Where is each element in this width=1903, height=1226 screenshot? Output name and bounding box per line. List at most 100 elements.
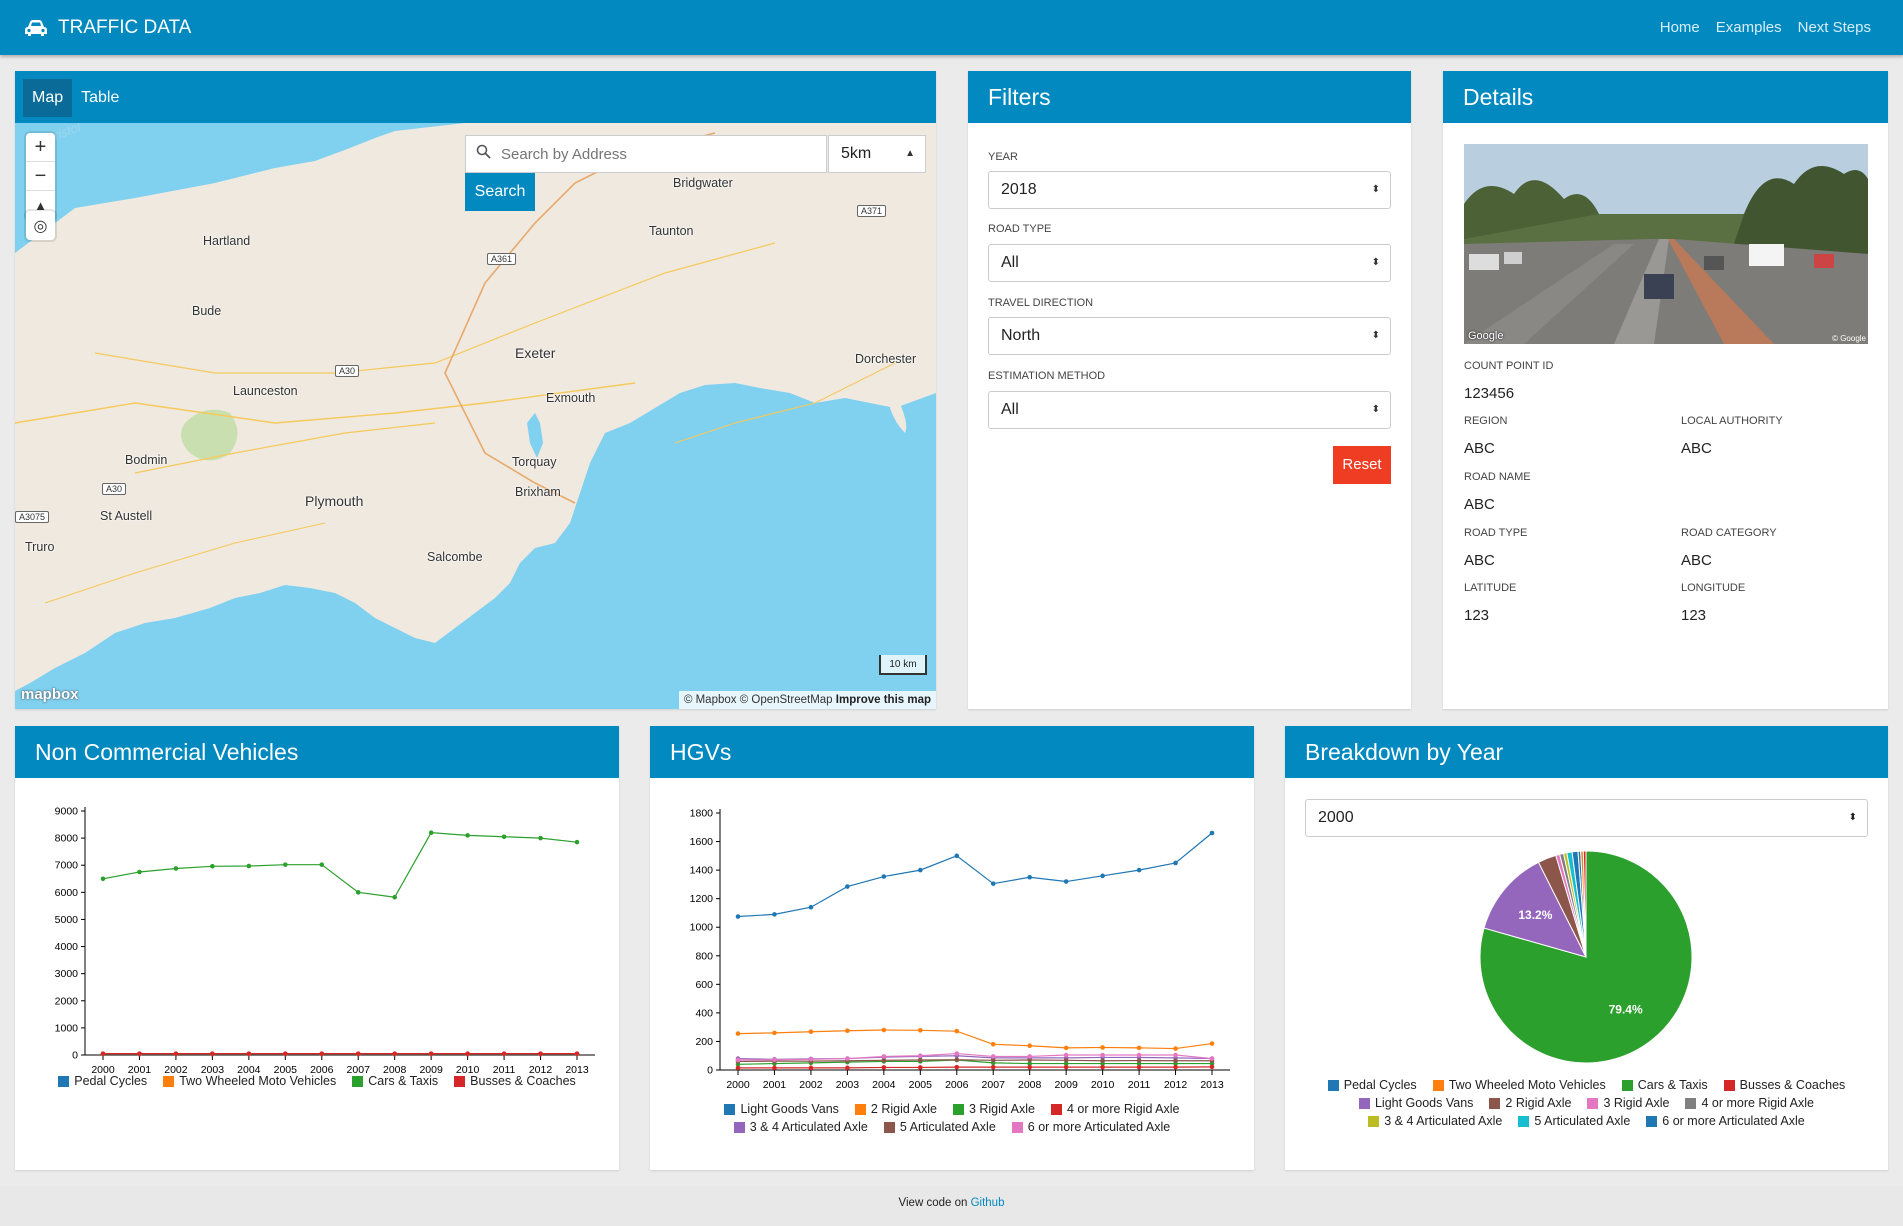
legend-swatch bbox=[454, 1075, 466, 1087]
data-point bbox=[1136, 1045, 1142, 1051]
data-point bbox=[990, 1042, 996, 1047]
direction-select[interactable]: North ⬍ bbox=[988, 317, 1391, 355]
road-name-label: Road Name bbox=[1464, 471, 1531, 483]
map-attribution: © Mapbox © OpenStreetMap Improve this ma… bbox=[678, 691, 936, 709]
series-line bbox=[737, 1059, 1212, 1065]
legend-item: Two Wheeled Moto Vehicles bbox=[163, 1074, 336, 1088]
mapbox-logo[interactable]: mapbox bbox=[21, 686, 79, 703]
legend-swatch bbox=[1685, 1097, 1697, 1109]
legend-label: 6 or more Articulated Axle bbox=[1662, 1114, 1805, 1128]
brand[interactable]: TRAFFIC DATA bbox=[24, 0, 191, 55]
y-tick-label: 0 bbox=[72, 1050, 78, 1062]
x-tick-label: 2000 bbox=[726, 1079, 750, 1091]
tab-table[interactable]: Table bbox=[81, 89, 120, 106]
search-button[interactable]: Search bbox=[465, 173, 535, 211]
data-point bbox=[1173, 1064, 1178, 1070]
legend-item: 3 & 4 Articulated Axle bbox=[1368, 1114, 1502, 1128]
road-shield: A3075 bbox=[15, 511, 50, 523]
y-tick-label: 200 bbox=[695, 1036, 713, 1048]
data-point bbox=[210, 1051, 215, 1056]
radius-select[interactable]: 5km ▲ bbox=[828, 135, 926, 173]
data-point bbox=[538, 1051, 543, 1056]
data-point bbox=[881, 1057, 887, 1063]
map[interactable]: Bristol Bridgwater Hartland Taunton Bude… bbox=[15, 123, 936, 709]
y-tick-label: 9000 bbox=[55, 806, 79, 818]
latitude-value: 123 bbox=[1464, 607, 1490, 624]
select-arrows-icon: ▲ bbox=[905, 148, 915, 159]
local-authority-label: Local Authority bbox=[1681, 415, 1783, 427]
legend-label: Pedal Cycles bbox=[1343, 1078, 1417, 1092]
attribution-text[interactable]: © Mapbox © OpenStreetMap bbox=[683, 694, 833, 706]
github-link[interactable]: Github bbox=[970, 1197, 1005, 1209]
breakdown-year-select[interactable]: 2000 ⬍ bbox=[1305, 799, 1868, 837]
filters-panel: Filters Year 2018 ⬍ Road Type All ⬍ Trav… bbox=[968, 71, 1411, 709]
compass-button[interactable]: ▲ bbox=[26, 191, 55, 220]
road-shield: A371 bbox=[857, 205, 887, 217]
legend-item: 6 or more Articulated Axle bbox=[1646, 1114, 1805, 1128]
improve-map-link[interactable]: Improve this map bbox=[835, 694, 931, 706]
method-select[interactable]: All ⬍ bbox=[988, 391, 1391, 429]
data-point bbox=[990, 1057, 996, 1063]
legend-label: 3 Rigid Axle bbox=[968, 1102, 1035, 1116]
data-point bbox=[735, 1065, 741, 1071]
geolocate-button[interactable]: ◎ bbox=[26, 211, 55, 240]
legend-item: Pedal Cycles bbox=[1327, 1078, 1417, 1092]
road-name-value: ABC bbox=[1464, 496, 1495, 513]
x-tick-label: 2000 bbox=[91, 1064, 115, 1076]
data-point bbox=[954, 853, 960, 859]
y-tick-label: 1000 bbox=[690, 922, 714, 934]
pie-slice-label: 79.4% bbox=[1609, 1002, 1643, 1016]
legend-item: 3 & 4 Articulated Axle bbox=[733, 1120, 868, 1134]
data-point bbox=[137, 1051, 142, 1056]
data-point bbox=[990, 881, 996, 886]
year-select-value: 2018 bbox=[1001, 181, 1037, 198]
y-tick-label: 600 bbox=[695, 979, 713, 991]
legend-item: Cars & Taxis bbox=[352, 1074, 438, 1088]
data-point bbox=[881, 1054, 887, 1059]
legend-swatch bbox=[1489, 1097, 1501, 1109]
legend-swatch bbox=[352, 1075, 364, 1087]
legend-swatch bbox=[1587, 1097, 1599, 1109]
legend-swatch bbox=[1646, 1115, 1658, 1127]
data-point bbox=[428, 1051, 434, 1056]
legend-label: 3 & 4 Articulated Axle bbox=[749, 1120, 868, 1134]
nav-next-steps[interactable]: Next Steps bbox=[1797, 19, 1871, 36]
legend-swatch bbox=[733, 1121, 745, 1133]
place-label: Bridgwater bbox=[673, 176, 733, 190]
direction-select-value: North bbox=[1001, 327, 1041, 344]
data-point bbox=[1027, 1057, 1032, 1063]
place-label: Exmouth bbox=[546, 391, 596, 405]
legend-label: 4 or more Rigid Axle bbox=[1701, 1096, 1815, 1110]
road-type-select[interactable]: All ⬍ bbox=[988, 244, 1391, 282]
legend-item: Light Goods Vans bbox=[724, 1102, 839, 1116]
tab-map[interactable]: Map bbox=[23, 79, 73, 117]
ncv-legend: Pedal Cycles Two Wheeled Moto Vehicles Car… bbox=[15, 1072, 619, 1090]
legend-swatch bbox=[163, 1075, 175, 1087]
navbar: TRAFFIC DATA Home Examples Next Steps bbox=[0, 0, 1903, 55]
road-shield: A30 bbox=[335, 365, 360, 377]
year-select[interactable]: 2018 ⬍ bbox=[988, 171, 1391, 209]
x-tick-label: 2012 bbox=[529, 1064, 553, 1076]
place-label: Dorchester bbox=[855, 352, 917, 366]
data-point bbox=[808, 904, 814, 910]
data-point bbox=[1027, 1064, 1032, 1070]
filters-title: Filters bbox=[968, 71, 1411, 123]
legend-item: Cars & Taxis bbox=[1621, 1078, 1708, 1092]
place-label: Taunton bbox=[649, 224, 694, 238]
data-point bbox=[808, 1065, 814, 1071]
x-tick-label: 2008 bbox=[383, 1064, 407, 1076]
data-point bbox=[100, 876, 106, 882]
data-point bbox=[283, 862, 288, 867]
address-search-input[interactable] bbox=[501, 145, 826, 163]
reset-button[interactable]: Reset bbox=[1333, 446, 1391, 484]
legend-swatch bbox=[1011, 1121, 1023, 1133]
data-point bbox=[538, 835, 543, 841]
data-point bbox=[1173, 1052, 1178, 1058]
zoom-in-button[interactable]: + bbox=[26, 133, 55, 162]
zoom-out-button[interactable]: − bbox=[26, 162, 55, 191]
nav-examples[interactable]: Examples bbox=[1715, 19, 1782, 36]
legend-label: Busses & Coaches bbox=[470, 1074, 576, 1088]
data-point bbox=[808, 1029, 814, 1035]
hgv-line-chart: 0 200 400 600 800 1000 1200 1400 1600 1800 2000 200… bbox=[690, 808, 1230, 1091]
nav-home[interactable]: Home bbox=[1659, 19, 1700, 36]
